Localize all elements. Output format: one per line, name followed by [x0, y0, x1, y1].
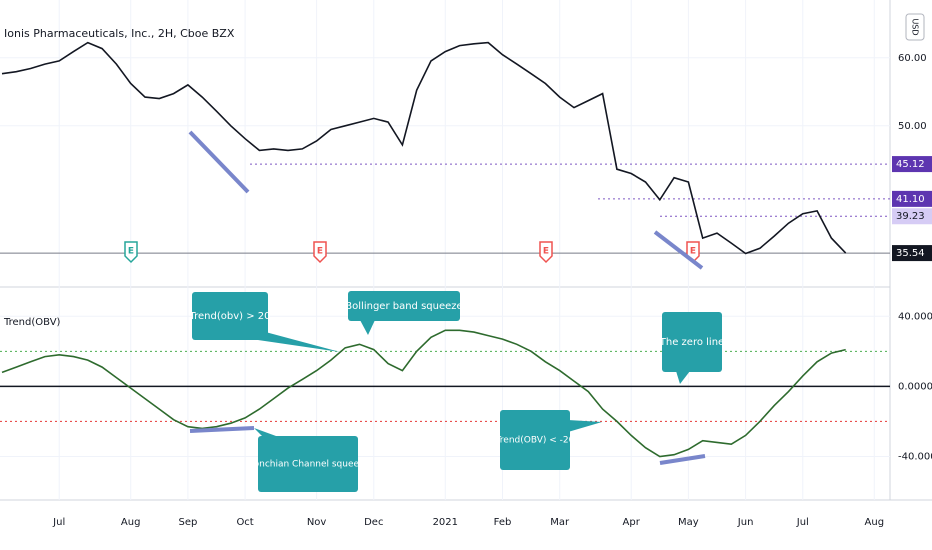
x-tick-label: Aug [121, 517, 141, 528]
y-tick-label: 0.0000 [898, 381, 932, 392]
y-tick-label: 40.0000 [898, 311, 932, 322]
annotation: Bollinger band squeeze [345, 301, 462, 312]
callout [500, 410, 570, 470]
price-label: 39.23 [896, 211, 925, 222]
x-tick-label: Sep [178, 517, 197, 528]
earnings-marker [313, 241, 327, 264]
x-tick-label: Oct [236, 517, 253, 528]
x-tick-label: Nov [307, 517, 327, 528]
earnings-label: E [690, 247, 696, 257]
callout-pointer [676, 371, 690, 384]
x-tick-label: Aug [865, 517, 885, 528]
x-tick-label: Mar [550, 517, 570, 528]
y-tick-label: -40.0000 [898, 451, 932, 462]
x-tick-label: 2021 [433, 517, 458, 528]
earnings-marker [124, 241, 138, 264]
price-label-box [892, 208, 932, 225]
annotation: Trend(obv) > 20 [188, 311, 270, 322]
callout [192, 292, 268, 340]
x-tick-label: Jul [796, 517, 809, 528]
indicator-title: Trend(OBV) [3, 317, 61, 328]
x-tick-label: Feb [494, 517, 512, 528]
callout [662, 312, 722, 372]
price-label: 41.10 [896, 194, 925, 205]
annotation: Trend(OBV) < -20 [495, 436, 575, 446]
currency-box [905, 13, 925, 41]
series-line [1, 329, 846, 458]
price-label-box [892, 156, 932, 173]
earnings-label: E [543, 247, 549, 257]
callout-pointer [360, 320, 375, 335]
callout-pointer [254, 428, 276, 436]
trend-highlight [653, 230, 704, 270]
obv-highlight [659, 454, 706, 465]
x-tick-label: Jul [52, 517, 65, 528]
price-label-box [892, 245, 932, 262]
price-label: 35.54 [896, 248, 925, 259]
currency: USD [911, 18, 920, 35]
y-tick-label: 60.00 [898, 53, 927, 64]
x-tick-label: Jun [737, 517, 754, 528]
x-tick-label: Apr [623, 517, 641, 528]
x-tick-label: May [678, 517, 699, 528]
callout-pointer [258, 330, 340, 352]
annotation: Donchian Channel squeeze [247, 460, 370, 470]
chart-title: Ionis Pharmaceuticals, Inc., 2H, Cboe BZ… [4, 27, 235, 40]
price-label: 45.12 [896, 159, 925, 170]
trend-highlight [188, 130, 250, 194]
callout-pointer [568, 420, 602, 432]
x-tick-label: Dec [364, 517, 383, 528]
annotations: Trend(obv) > 20 Bollinger band squeeze T… [188, 291, 724, 492]
earnings-label: E [317, 247, 323, 257]
price-label-box [892, 190, 932, 207]
plot-layer: Jul Aug Sep Oct Nov Dec 2021 Feb Mar Apr May Jun Jul… [0, 0, 932, 528]
earnings-marker [539, 241, 553, 264]
annotation: The zero line [659, 337, 724, 348]
series-line [1, 41, 847, 255]
y-tick-label: 50.00 [898, 121, 927, 132]
obv-highlight [189, 426, 255, 433]
callout [348, 291, 460, 321]
earnings-label: E [128, 247, 134, 257]
callout [258, 436, 358, 492]
